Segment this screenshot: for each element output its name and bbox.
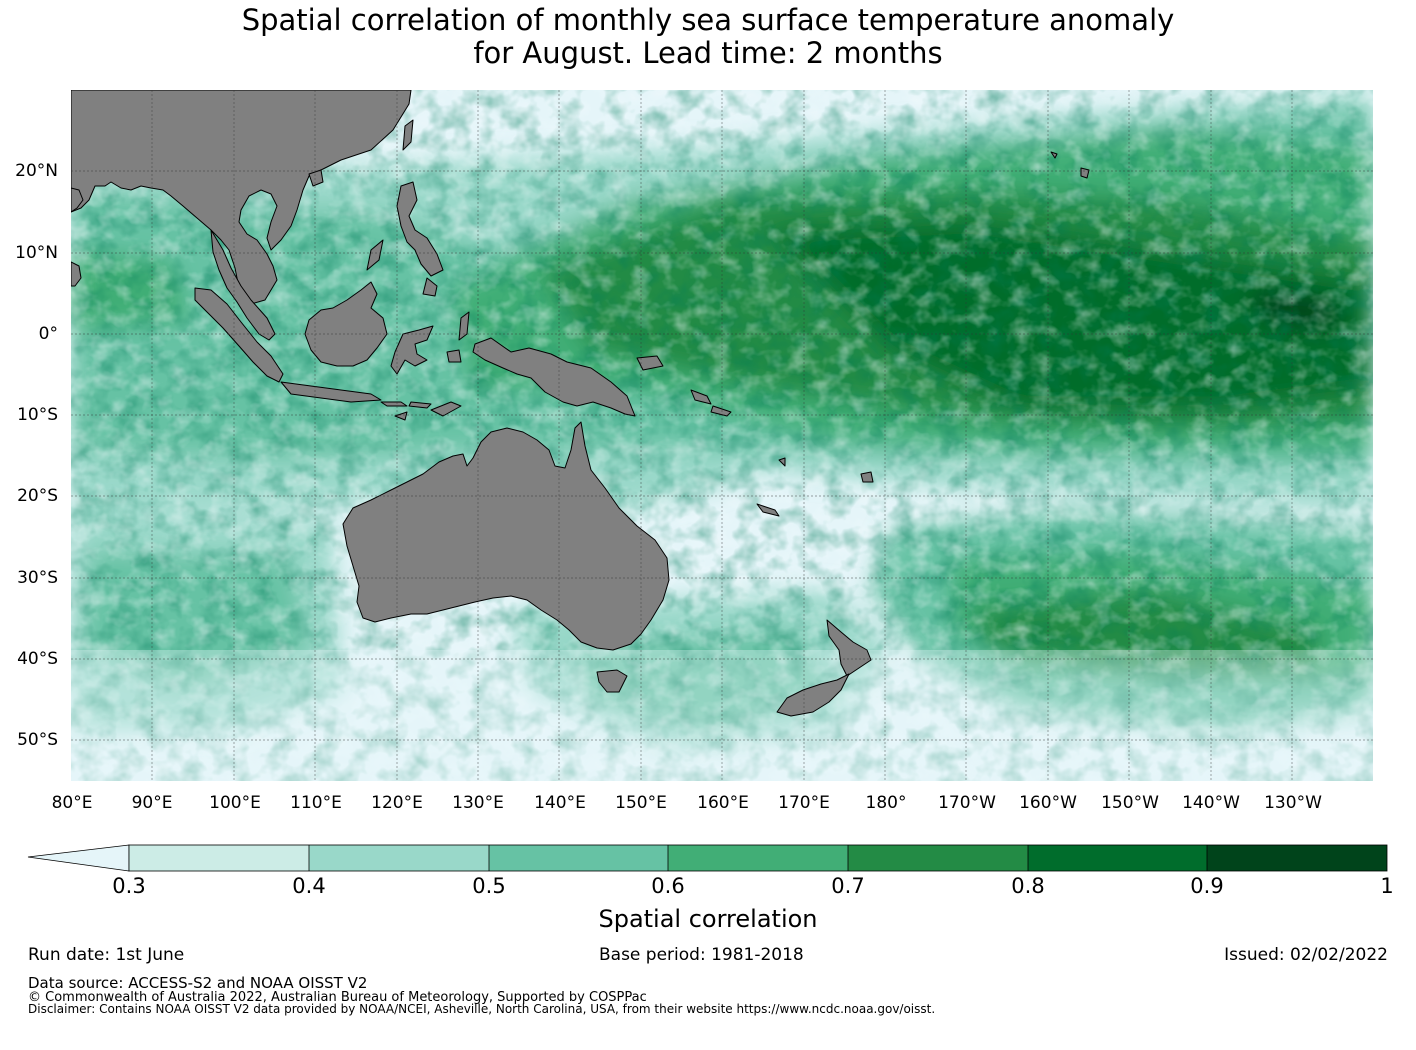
taiwan <box>402 119 414 151</box>
lat-label-equator: 0° <box>38 324 58 344</box>
disclaimer: Disclaimer: Contains NOAA OISST V2 data … <box>28 1002 936 1016</box>
colorbar <box>27 844 1388 872</box>
borneo <box>304 281 388 367</box>
colorbar-segment-0.8-0.9 <box>1028 845 1207 871</box>
colorbar-segment-0.7-0.8 <box>848 845 1028 871</box>
lat-label-20s: 20°S <box>17 486 58 506</box>
correlation-map <box>71 90 1373 781</box>
lon-label-80e: 80°E <box>51 793 93 813</box>
colorbar-segment-0.4-0.5 <box>309 845 489 871</box>
new-guinea <box>472 337 636 417</box>
chart-title-line-2: for August. Lead time: 2 months <box>473 36 943 70</box>
lon-label-180: 180° <box>865 793 907 813</box>
lon-label-150e: 150°E <box>615 793 667 813</box>
india-coast <box>71 187 84 213</box>
chart-title-line-1: Spatial correlation of monthly sea surfa… <box>241 3 1175 37</box>
map-gridlines <box>71 90 1373 781</box>
lon-label-160w: 160°W <box>1019 793 1077 813</box>
lon-label-160e: 160°E <box>697 793 749 813</box>
colorbar-tick-0.5: 0.5 <box>472 874 506 898</box>
base-period: Base period: 1981-2018 <box>599 945 804 965</box>
lon-label-100e: 100°E <box>209 793 261 813</box>
colorbar-under-extension <box>27 844 130 872</box>
lat-label-10s: 10°S <box>17 405 58 425</box>
lon-label-130e: 130°E <box>452 793 504 813</box>
lat-label-50s: 50°S <box>17 730 58 750</box>
colorbar-tick-0.7: 0.7 <box>831 874 865 898</box>
lat-label-40s: 40°S <box>17 649 58 669</box>
colorbar-tick-0.6: 0.6 <box>651 874 685 898</box>
asia-mainland <box>71 90 412 305</box>
new-zealand-south <box>776 673 850 717</box>
lon-label-170e: 170°E <box>778 793 830 813</box>
lat-label-30s: 30°S <box>17 568 58 588</box>
tasmania <box>596 669 628 693</box>
philippines <box>396 181 444 277</box>
lon-label-170w: 170°W <box>938 793 996 813</box>
colorbar-segment-0.9-1 <box>1207 845 1387 871</box>
run-date: Run date: 1st June <box>28 945 185 965</box>
lon-label-150w: 150°W <box>1101 793 1159 813</box>
new-zealand-north <box>826 619 872 677</box>
colorbar-tick-0.9: 0.9 <box>1190 874 1224 898</box>
lon-label-110e: 110°E <box>290 793 342 813</box>
sumatra <box>194 287 284 383</box>
colorbar-segment-0.6-0.7 <box>668 845 848 871</box>
lon-label-90e: 90°E <box>131 793 173 813</box>
colorbar-label: Spatial correlation <box>598 905 818 933</box>
lat-label-10n: 10°N <box>15 243 58 263</box>
lon-label-130w: 130°W <box>1264 793 1322 813</box>
lon-label-120e: 120°E <box>371 793 423 813</box>
copyright: © Commonwealth of Australia 2022, Austra… <box>28 990 647 1005</box>
issued-date: Issued: 02/02/2022 <box>1224 945 1388 965</box>
australia <box>342 421 670 651</box>
colorbar-segment-0.5-0.6 <box>489 845 668 871</box>
colorbar-tick-0.4: 0.4 <box>292 874 326 898</box>
colorbar-tick-0.3: 0.3 <box>112 874 146 898</box>
lat-label-20n: 20°N <box>15 161 58 181</box>
java <box>280 381 382 403</box>
colorbar-tick-1: 1 <box>1380 874 1394 898</box>
lon-label-140w: 140°W <box>1182 793 1240 813</box>
sri-lanka <box>71 261 82 287</box>
sulawesi <box>390 325 434 375</box>
colorbar-tick-0.8: 0.8 <box>1011 874 1045 898</box>
colorbar-segment-0.3-0.4 <box>129 845 309 871</box>
land-masses <box>71 90 1090 717</box>
lon-label-140e: 140°E <box>534 793 586 813</box>
data-source: Data source: ACCESS-S2 and NOAA OISST V2 <box>28 974 368 992</box>
